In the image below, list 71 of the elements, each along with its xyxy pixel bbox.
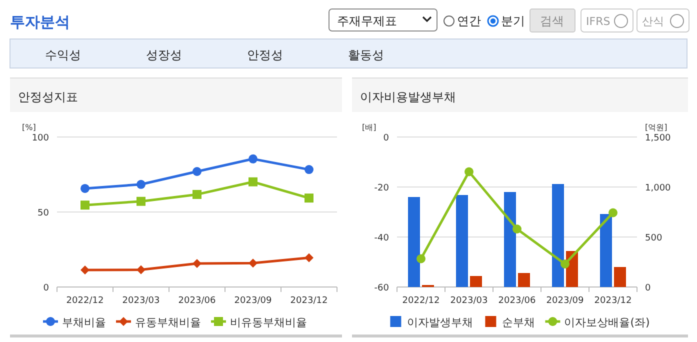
y2-tick-label: 1,000 bbox=[645, 184, 672, 194]
point bbox=[304, 194, 314, 203]
y2-tick-label: 0 bbox=[645, 284, 651, 294]
text: 수익성 bbox=[45, 48, 81, 62]
y2-axis-title: [억원] bbox=[645, 123, 668, 132]
point bbox=[464, 167, 474, 176]
bar bbox=[504, 192, 516, 287]
x-tick-label: 2022/12 bbox=[402, 296, 440, 306]
point bbox=[560, 260, 570, 268]
text: 연간 bbox=[457, 14, 481, 28]
x-tick-label: 2023/06 bbox=[178, 296, 216, 306]
text: 투자분석 bbox=[10, 13, 70, 31]
point bbox=[192, 190, 202, 199]
legend-label: 유동부채비율 bbox=[135, 316, 201, 329]
point bbox=[80, 184, 90, 193]
text: IFRS bbox=[586, 15, 610, 28]
y-tick-label: -60 bbox=[374, 284, 390, 294]
text: 산식 bbox=[642, 15, 664, 28]
point bbox=[608, 208, 618, 218]
bar bbox=[600, 214, 612, 287]
legend-label: 이자발생부채 bbox=[407, 316, 474, 329]
text: 주재무제표 bbox=[337, 14, 397, 28]
x-tick-label: 2022/12 bbox=[66, 296, 104, 306]
bar bbox=[408, 197, 420, 287]
text: 활동성 bbox=[348, 48, 384, 62]
legend-label: 비유동부채비율 bbox=[230, 316, 307, 329]
x-tick-label: 2023/03 bbox=[450, 296, 488, 306]
y-tick-label: 0 bbox=[383, 134, 390, 144]
point bbox=[192, 167, 202, 176]
point bbox=[416, 254, 426, 264]
chart-title: 이자비용발생부채 bbox=[360, 90, 456, 104]
y2-tick-label: 1,500 bbox=[645, 134, 672, 144]
point bbox=[248, 258, 258, 268]
x-tick-label: 2023/09 bbox=[234, 296, 272, 306]
y2-tick-label: 500 bbox=[645, 234, 662, 244]
text: 검색 bbox=[540, 14, 564, 28]
point bbox=[136, 180, 146, 189]
point bbox=[304, 253, 314, 262]
x-tick-label: 2023/06 bbox=[498, 296, 536, 306]
x-tick-label: 2023/09 bbox=[546, 296, 584, 306]
text: 분기 bbox=[501, 14, 525, 28]
bar bbox=[552, 184, 564, 287]
point bbox=[304, 165, 314, 174]
point bbox=[80, 200, 90, 210]
bar bbox=[518, 273, 530, 287]
x-tick-label: 2023/12 bbox=[594, 296, 632, 306]
point bbox=[248, 177, 258, 186]
x-tick-label: 2023/12 bbox=[290, 296, 328, 306]
legend-label: 순부채 bbox=[502, 316, 536, 329]
point bbox=[136, 265, 146, 274]
y-axis-title: [배] bbox=[362, 123, 376, 132]
bar bbox=[456, 195, 468, 287]
point bbox=[248, 154, 258, 164]
bar bbox=[614, 267, 626, 287]
legend-label: 이자보상배율(좌) bbox=[564, 316, 650, 329]
chart-title: 안정성지표 bbox=[18, 90, 78, 104]
y-tick-label: 50 bbox=[38, 208, 50, 218]
point bbox=[80, 266, 90, 275]
y-tick-label: -20 bbox=[374, 184, 390, 194]
point bbox=[136, 196, 146, 206]
y-tick-label: 0 bbox=[43, 284, 50, 294]
text: 안정성 bbox=[247, 48, 283, 62]
y-tick-label: -40 bbox=[374, 234, 390, 244]
x-tick-label: 2023/03 bbox=[122, 296, 160, 306]
text: 성장성 bbox=[146, 48, 182, 62]
point bbox=[512, 224, 522, 234]
y-tick-label: 100 bbox=[32, 134, 50, 144]
bar bbox=[470, 276, 482, 287]
legend-label: 부채비율 bbox=[62, 316, 106, 329]
point bbox=[192, 258, 202, 268]
y-axis-title: [%] bbox=[22, 123, 36, 132]
